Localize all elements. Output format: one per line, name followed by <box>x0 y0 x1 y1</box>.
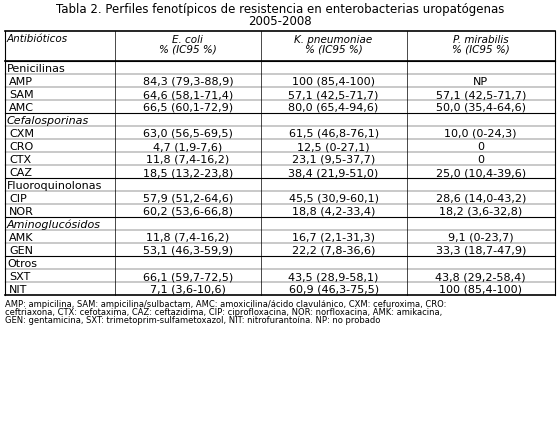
Text: 28,6 (14,0-43,2): 28,6 (14,0-43,2) <box>436 193 526 204</box>
Text: CTX: CTX <box>9 155 31 164</box>
Text: NP: NP <box>473 77 488 87</box>
Text: 11,8 (7,4-16,2): 11,8 (7,4-16,2) <box>146 233 230 242</box>
Text: 63,0 (56,5-69,5): 63,0 (56,5-69,5) <box>143 129 233 139</box>
Text: Cefalosporinas: Cefalosporinas <box>7 116 89 126</box>
Text: 50,0 (35,4-64,6): 50,0 (35,4-64,6) <box>436 103 526 113</box>
Text: Aminoglucósidos: Aminoglucósidos <box>7 219 101 230</box>
Text: 18,2 (3,6-32,8): 18,2 (3,6-32,8) <box>439 207 522 216</box>
Text: 80,0 (65,4-94,6): 80,0 (65,4-94,6) <box>288 103 379 113</box>
Text: 43,5 (28,9-58,1): 43,5 (28,9-58,1) <box>288 271 379 281</box>
Text: ceftriaxona, CTX: cefotaxima, CAZ: ceftazidima, CIP: ciprofloxacina, NOR: norflo: ceftriaxona, CTX: cefotaxima, CAZ: cefta… <box>5 307 442 316</box>
Text: K. pneumoniae: K. pneumoniae <box>295 35 373 45</box>
Text: 7,1 (3,6-10,6): 7,1 (3,6-10,6) <box>150 284 226 294</box>
Text: AMK: AMK <box>9 233 34 242</box>
Text: 57,1 (42,5-71,7): 57,1 (42,5-71,7) <box>436 90 526 100</box>
Text: AMP: ampicilina, SAM: ampicilina/sulbactam, AMC: amoxicilina/ácido clavulánico, : AMP: ampicilina, SAM: ampicilina/sulbact… <box>5 299 446 308</box>
Text: Penicilinas: Penicilinas <box>7 64 66 74</box>
Text: 57,9 (51,2-64,6): 57,9 (51,2-64,6) <box>143 193 233 204</box>
Text: 100 (85,4-100): 100 (85,4-100) <box>292 77 375 87</box>
Text: GEN: gentamicina, SXT: trimetoprim-sulfametoxazol, NIT: nitrofurantoína. NP: no : GEN: gentamicina, SXT: trimetoprim-sulfa… <box>5 315 380 324</box>
Text: % (IC95 %): % (IC95 %) <box>305 45 362 55</box>
Text: 0: 0 <box>477 155 484 164</box>
Text: 38,4 (21,9-51,0): 38,4 (21,9-51,0) <box>288 167 379 178</box>
Text: 11,8 (7,4-16,2): 11,8 (7,4-16,2) <box>146 155 230 164</box>
Text: SAM: SAM <box>9 90 34 100</box>
Text: AMP: AMP <box>9 77 33 87</box>
Text: 10,0 (0-24,3): 10,0 (0-24,3) <box>445 129 517 139</box>
Text: 25,0 (10,4-39,6): 25,0 (10,4-39,6) <box>436 167 526 178</box>
Text: 23,1 (9,5-37,7): 23,1 (9,5-37,7) <box>292 155 375 164</box>
Text: AMC: AMC <box>9 103 34 113</box>
Text: 18,5 (13,2-23,8): 18,5 (13,2-23,8) <box>143 167 233 178</box>
Text: Antibióticos: Antibióticos <box>7 34 68 44</box>
Text: 12,5 (0-27,1): 12,5 (0-27,1) <box>297 142 370 152</box>
Text: CXM: CXM <box>9 129 34 139</box>
Text: 43,8 (29,2-58,4): 43,8 (29,2-58,4) <box>436 271 526 281</box>
Text: 100 (85,4-100): 100 (85,4-100) <box>439 284 522 294</box>
Text: SXT: SXT <box>9 271 30 281</box>
Text: 60,9 (46,3-75,5): 60,9 (46,3-75,5) <box>288 284 379 294</box>
Text: 53,1 (46,3-59,9): 53,1 (46,3-59,9) <box>143 245 233 256</box>
Text: 61,5 (46,8-76,1): 61,5 (46,8-76,1) <box>288 129 379 139</box>
Text: 22,2 (7,8-36,6): 22,2 (7,8-36,6) <box>292 245 375 256</box>
Text: E. coli: E. coli <box>172 35 203 45</box>
Text: CIP: CIP <box>9 193 27 204</box>
Text: 4,7 (1,9-7,6): 4,7 (1,9-7,6) <box>153 142 222 152</box>
Text: Tabla 2. Perfiles fenotípicos de resistencia en enterobacterias uropatógenas: Tabla 2. Perfiles fenotípicos de resiste… <box>56 3 504 16</box>
Text: % (IC95 %): % (IC95 %) <box>159 45 217 55</box>
Text: 66,1 (59,7-72,5): 66,1 (59,7-72,5) <box>143 271 233 281</box>
Text: 16,7 (2,1-31,3): 16,7 (2,1-31,3) <box>292 233 375 242</box>
Text: % (IC95 %): % (IC95 %) <box>452 45 510 55</box>
Text: CAZ: CAZ <box>9 167 32 178</box>
Text: NIT: NIT <box>9 284 27 294</box>
Text: 66,5 (60,1-72,9): 66,5 (60,1-72,9) <box>143 103 233 113</box>
Text: P. mirabilis: P. mirabilis <box>453 35 508 45</box>
Text: 57,1 (42,5-71,7): 57,1 (42,5-71,7) <box>288 90 379 100</box>
Text: 2005-2008: 2005-2008 <box>248 15 312 28</box>
Text: 60,2 (53,6-66,8): 60,2 (53,6-66,8) <box>143 207 233 216</box>
Text: Otros: Otros <box>7 259 37 268</box>
Text: 9,1 (0-23,7): 9,1 (0-23,7) <box>448 233 514 242</box>
Text: 64,6 (58,1-71,4): 64,6 (58,1-71,4) <box>143 90 233 100</box>
Text: 45,5 (30,9-60,1): 45,5 (30,9-60,1) <box>288 193 379 204</box>
Text: 18,8 (4,2-33,4): 18,8 (4,2-33,4) <box>292 207 375 216</box>
Text: CRO: CRO <box>9 142 33 152</box>
Text: GEN: GEN <box>9 245 33 256</box>
Text: 33,3 (18,7-47,9): 33,3 (18,7-47,9) <box>436 245 526 256</box>
Text: NOR: NOR <box>9 207 34 216</box>
Text: Fluoroquinolonas: Fluoroquinolonas <box>7 181 102 190</box>
Text: 84,3 (79,3-88,9): 84,3 (79,3-88,9) <box>143 77 233 87</box>
Text: 0: 0 <box>477 142 484 152</box>
